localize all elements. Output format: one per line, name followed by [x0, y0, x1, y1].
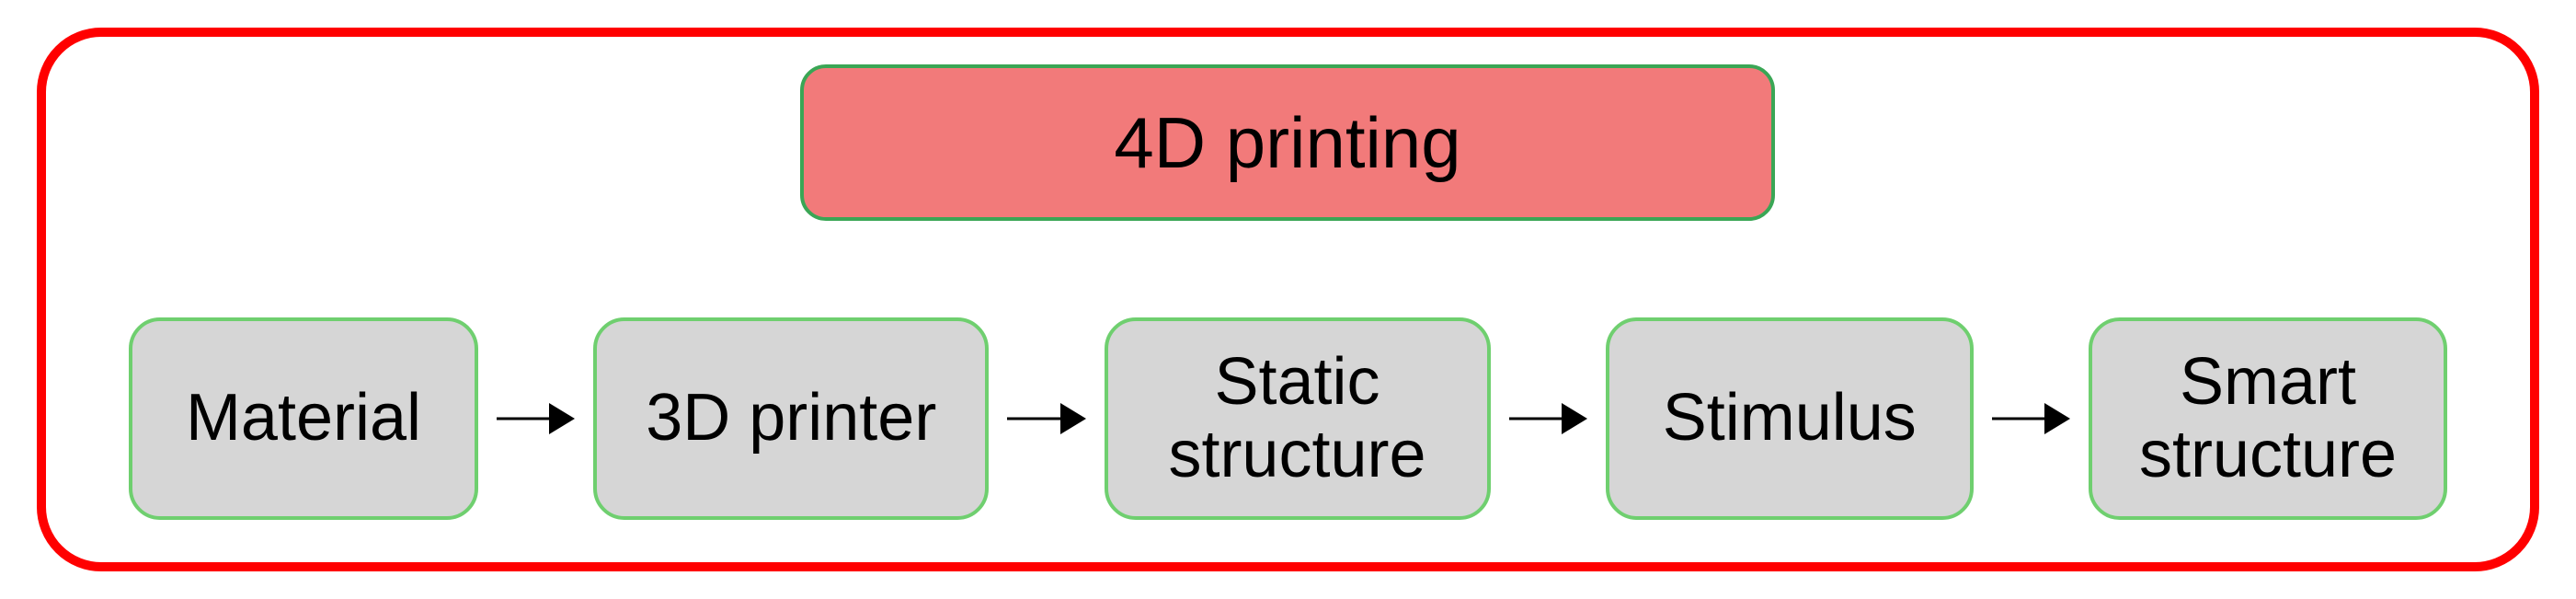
node-material: Material	[129, 317, 478, 520]
arrow-stimulus-to-smart-structure	[1992, 417, 2070, 420]
node-stimulus: Stimulus	[1606, 317, 1974, 520]
node-static-structure: Static structure	[1105, 317, 1491, 520]
arrow-material-to-printer3d	[497, 417, 575, 420]
arrow-printer3d-to-static-structure	[1007, 417, 1085, 420]
title-text: 4D printing	[1114, 101, 1460, 185]
arrow-static-structure-to-stimulus	[1509, 417, 1587, 420]
node-printer3d: 3D printer	[593, 317, 989, 520]
node-smart-structure: Smart structure	[2089, 317, 2447, 520]
flow-row: Material 3D printer Static structure Stimul…	[129, 317, 2447, 520]
title-box: 4D printing	[800, 64, 1775, 221]
diagram-canvas: 4D printing Material 3D printer Static str…	[0, 0, 2576, 599]
